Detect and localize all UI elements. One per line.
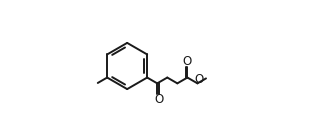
Text: O: O (154, 93, 163, 106)
Text: O: O (182, 55, 191, 68)
Text: O: O (194, 73, 203, 86)
